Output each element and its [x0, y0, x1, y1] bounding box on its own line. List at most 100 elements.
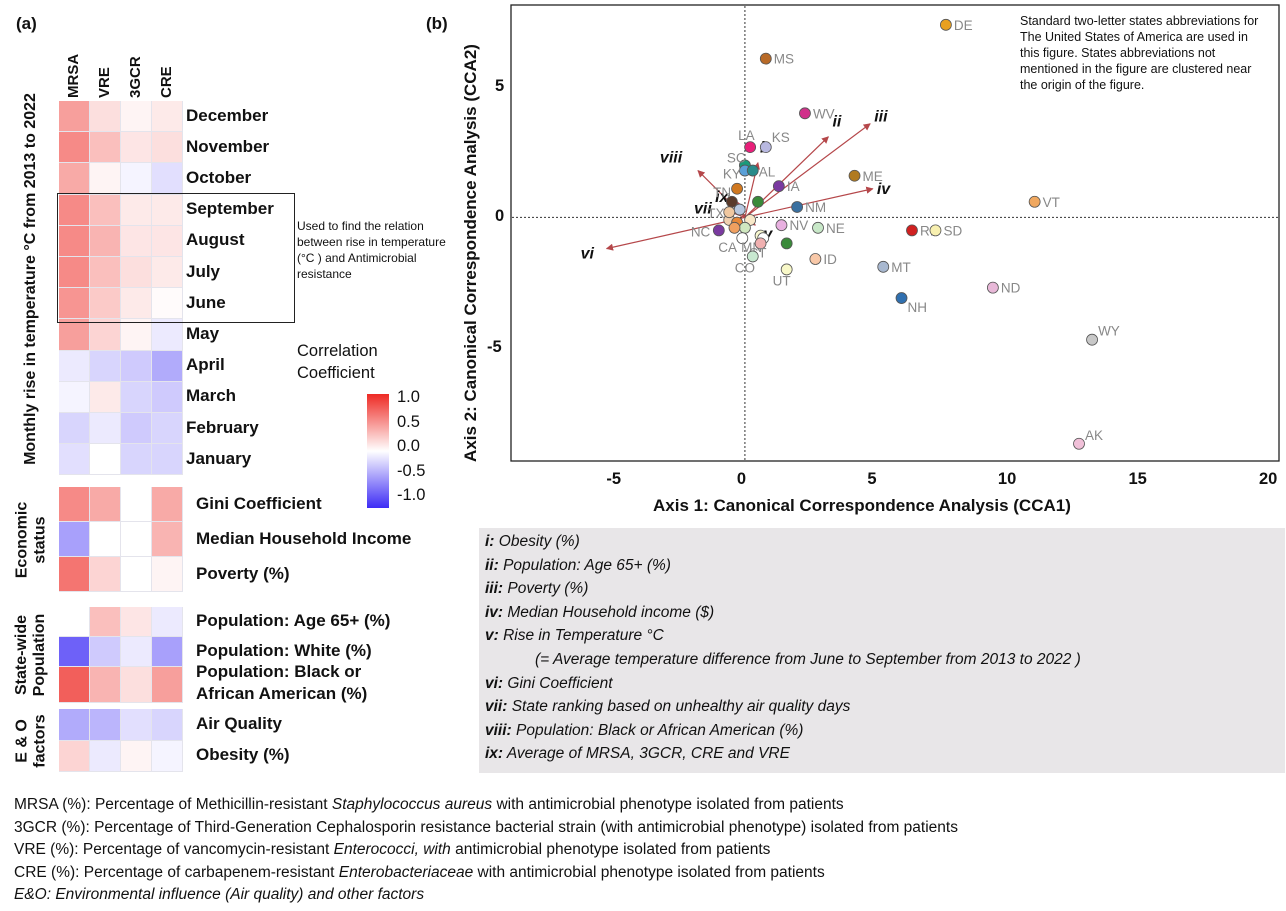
heatmap-cell	[59, 350, 90, 382]
column-header-mrsa: MRSA	[65, 53, 82, 98]
state-label-ut: UT	[773, 273, 791, 288]
vector-label-vii: vii	[694, 201, 712, 218]
colorbar-title: Correlation Coefficient	[297, 342, 378, 382]
colorbar-tick-label: 0.0	[397, 437, 420, 455]
heatmap-cell	[90, 319, 121, 351]
heatmap-cell	[121, 444, 152, 476]
heatmap-cell	[152, 163, 183, 195]
heatmap-cell	[59, 288, 90, 320]
y-tick-label: 0	[495, 207, 505, 226]
state-label-la: LA	[738, 128, 755, 143]
heatmap-cell	[152, 350, 183, 382]
state-label-ia: IA	[787, 179, 800, 194]
heatmap-cell	[152, 607, 183, 637]
vector-label-ii: ii	[832, 114, 841, 131]
heatmap-cell	[121, 101, 152, 133]
row-label: Population: Age 65+ (%)	[196, 611, 391, 630]
heatmap-cell	[59, 522, 90, 557]
temperature-highlight-box	[57, 193, 295, 323]
row-label: August	[186, 230, 245, 250]
legend-entry: v: Rise in Temperature °C	[485, 627, 664, 645]
heatmap-cell	[121, 225, 152, 257]
state-label-ri: RI	[920, 223, 934, 238]
x-axis-title: Axis 1: Canonical Correspondence Analysi…	[653, 496, 1071, 515]
heatmap-cell	[90, 225, 121, 257]
state-label-ne: NE	[826, 221, 845, 236]
legend-key: v:	[485, 627, 499, 645]
state-label-wv: WV	[813, 106, 835, 121]
vector-label-viii: viii	[660, 150, 683, 167]
heatmap-cell	[90, 257, 121, 289]
state-point-ut	[780, 263, 793, 276]
state-point-ia	[772, 180, 785, 193]
state-point-tx	[723, 206, 736, 219]
state-point-wy	[1086, 333, 1098, 346]
state-point-la	[744, 141, 757, 154]
heatmap-cell	[90, 350, 121, 382]
heatmap-cell	[121, 740, 152, 772]
state-point-nm	[791, 201, 804, 213]
heatmap-cell	[59, 607, 90, 637]
vector-label-ix: ix	[715, 189, 729, 206]
heatmap-cell	[152, 288, 183, 320]
state-point-co	[746, 250, 759, 263]
legend-key: i:	[485, 533, 495, 550]
heatmap-cell	[59, 257, 90, 289]
state-point-vt	[1028, 195, 1041, 208]
legend-entry: (= Average temperature difference from J…	[535, 651, 1081, 668]
heatmap-cell	[59, 709, 90, 741]
heatmap-cell	[59, 319, 90, 351]
state-label-nc: NC	[691, 224, 711, 239]
heatmap-cell	[59, 740, 90, 772]
heatmap-cell	[90, 101, 121, 133]
row-label: Air Quality	[196, 713, 282, 733]
heatmap-cell	[152, 487, 183, 522]
colorbar-tick-label: 0.5	[397, 412, 420, 431]
row-label: Gini Coefficient	[196, 493, 322, 513]
heatmap-cell	[121, 381, 152, 413]
heatmap-cell	[121, 350, 152, 382]
heatmap-cell	[59, 487, 90, 522]
heatmap-cell	[121, 319, 152, 351]
heatmap-cell	[59, 163, 90, 195]
state-point-ms	[759, 52, 772, 65]
row-label: Obesity (%)	[196, 745, 290, 765]
heatmap-cell	[90, 487, 121, 522]
heatmap-cell	[121, 607, 152, 637]
row-label: Median Household Income	[196, 528, 412, 548]
state-label-nm: NM	[805, 200, 826, 215]
heatmap-cell	[152, 225, 183, 257]
x-tick-label: -5	[606, 470, 622, 488]
state-point	[733, 203, 746, 216]
panel-a-label: (a)	[16, 14, 37, 33]
heatmap-cell	[152, 101, 183, 133]
heatmap-cell	[90, 740, 121, 772]
column-header-3gcr: 3GCR	[127, 56, 144, 98]
y-axis-title: Axis 2: Canonical Correspondence Analysi…	[461, 44, 480, 462]
state-label-id: ID	[823, 252, 837, 267]
state-point	[752, 195, 764, 208]
highlight-note: Used to find the relation between rise i…	[297, 219, 446, 281]
heatmap-cell	[152, 709, 183, 741]
heatmap-cell	[152, 413, 183, 445]
row-label: Poverty (%)	[196, 563, 290, 583]
state-label-ky: KY	[723, 167, 741, 182]
vector-arrow-vi	[605, 216, 746, 251]
footnote: CRE (%): Percentage of carbapenem-resist…	[14, 863, 825, 881]
heatmap-cell	[90, 607, 121, 637]
row-label: April	[186, 355, 225, 375]
heatmap-cell	[152, 740, 183, 772]
heatmap-cell	[121, 557, 152, 592]
row-label: January	[186, 448, 252, 468]
state-point-ct	[754, 237, 767, 250]
state-label-ak: AK	[1085, 428, 1103, 443]
footnote: VRE (%): Percentage of vancomycin-resist…	[14, 841, 771, 858]
vector-label-iii: iii	[874, 109, 888, 126]
heatmap-cell	[59, 444, 90, 476]
state-point-ks	[759, 141, 772, 154]
heatmap-cell	[90, 132, 121, 164]
heatmap-cell	[90, 194, 121, 226]
legend-key: vii:	[485, 698, 508, 716]
state-point-mt	[877, 260, 890, 273]
x-tick-label: 0	[736, 470, 747, 488]
